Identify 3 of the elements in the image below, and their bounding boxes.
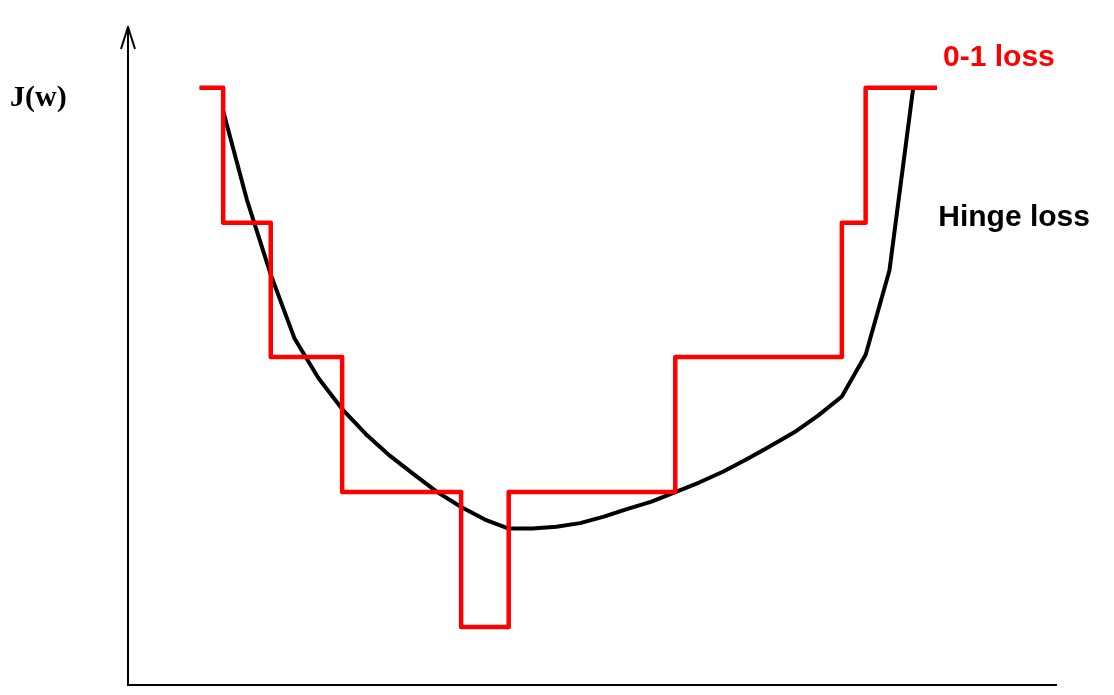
y-axis-title: J(w) (10, 78, 67, 113)
series-label: 0-1 loss (943, 38, 1055, 72)
series-label: Hinge loss (938, 198, 1090, 232)
